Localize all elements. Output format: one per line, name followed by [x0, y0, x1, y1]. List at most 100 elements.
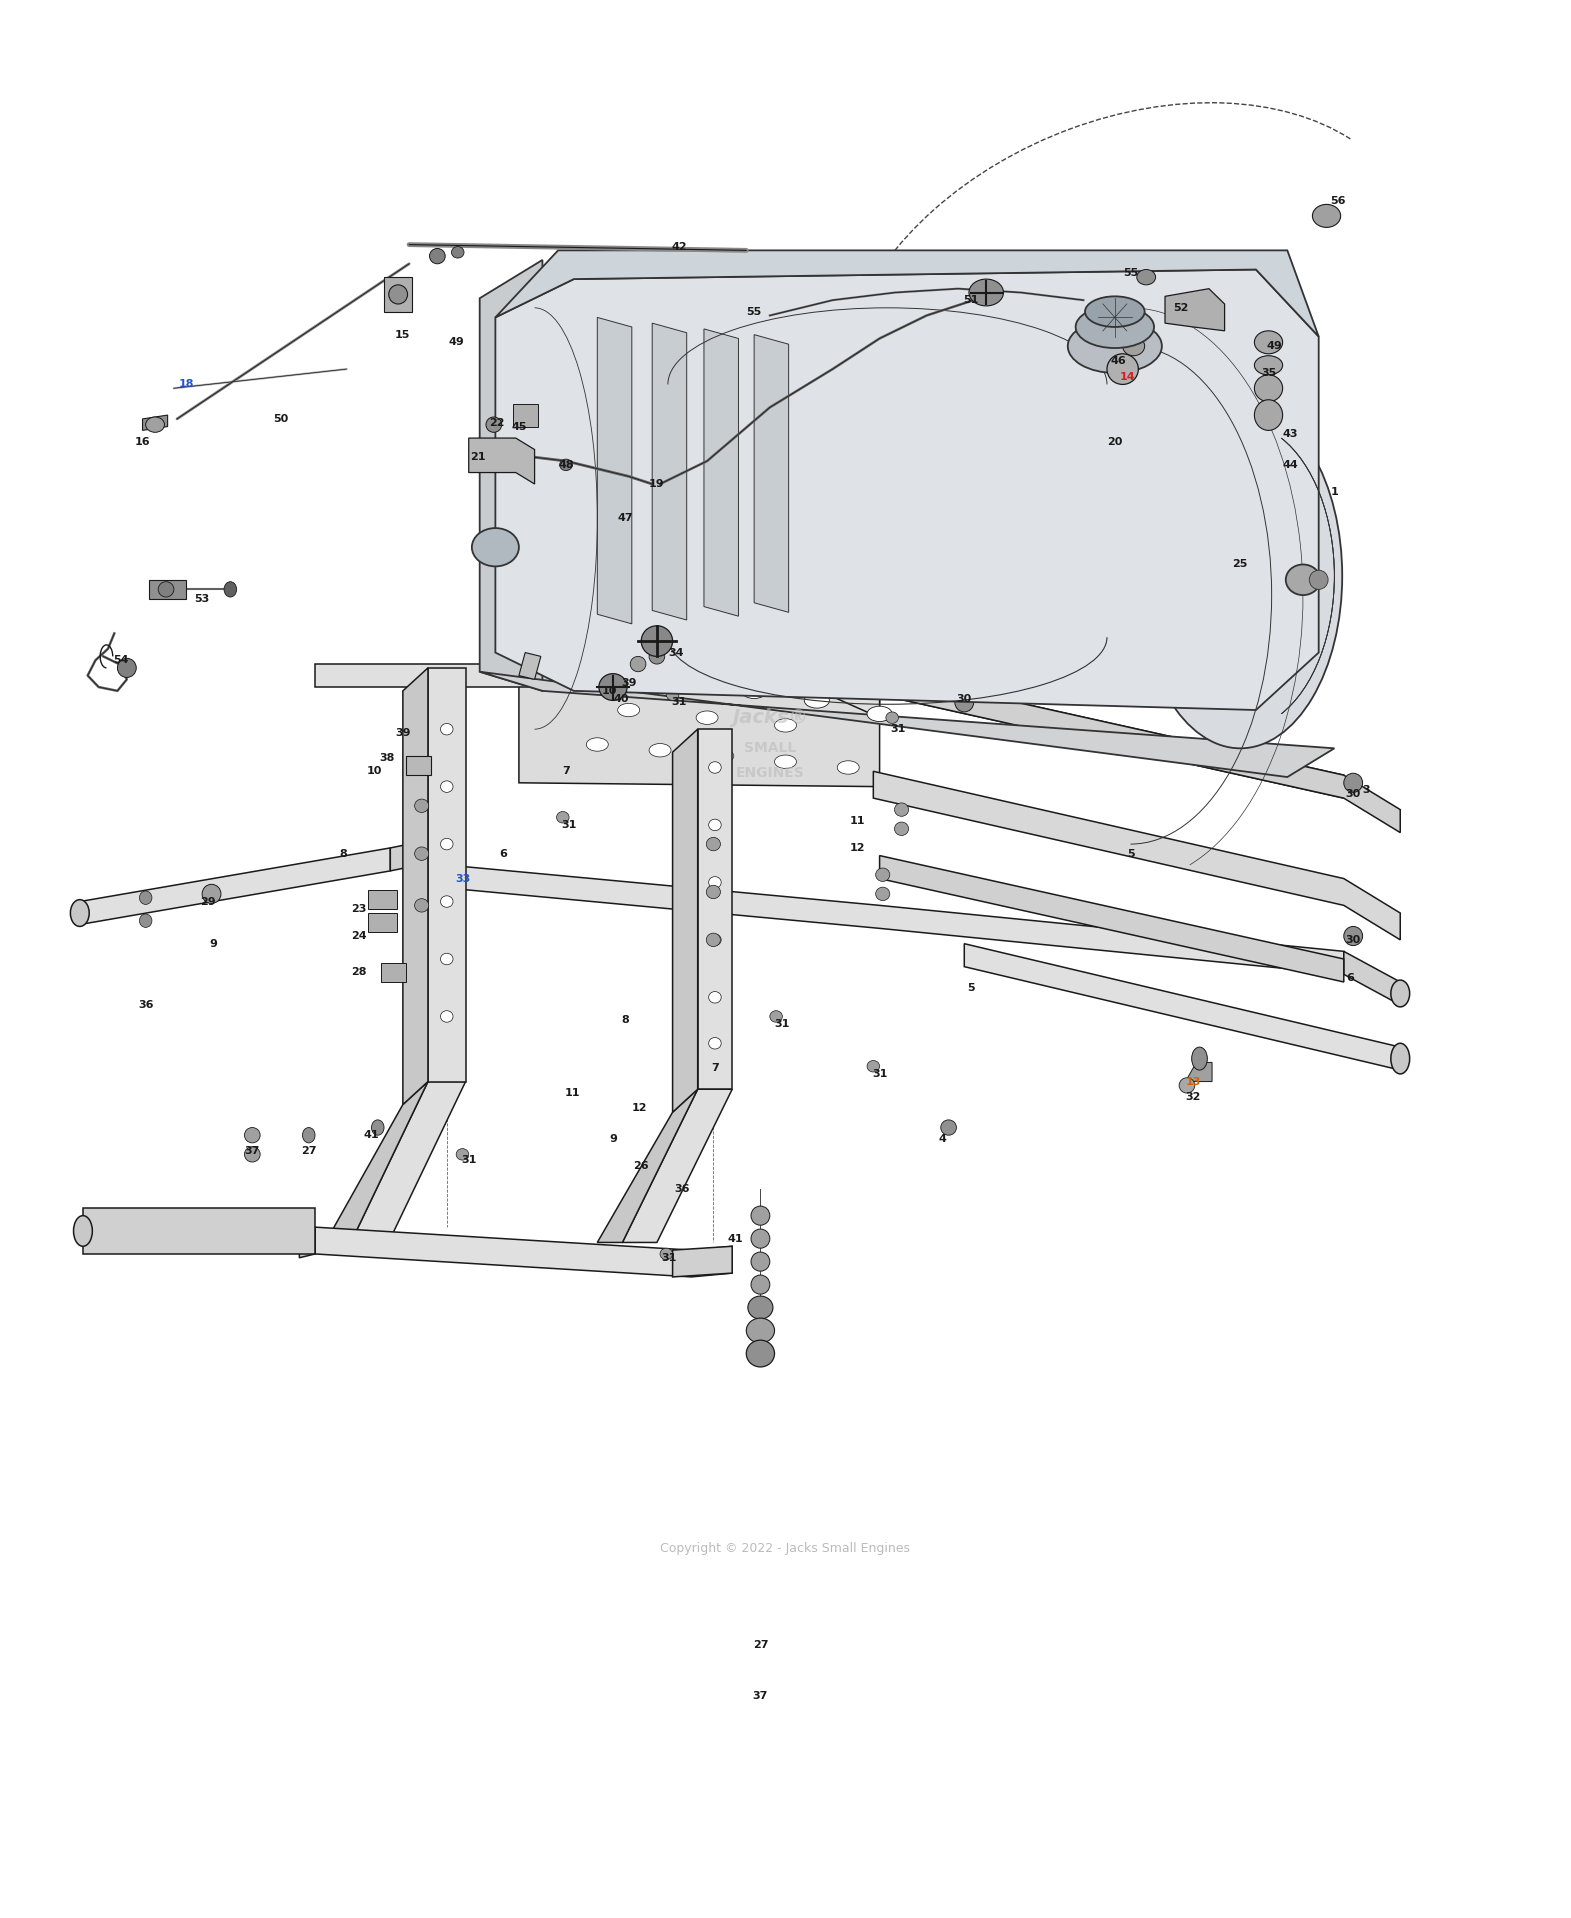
Ellipse shape: [1137, 270, 1156, 286]
Ellipse shape: [159, 581, 174, 596]
Polygon shape: [328, 1082, 427, 1239]
Text: 12: 12: [632, 1103, 647, 1112]
Polygon shape: [427, 667, 465, 1082]
Ellipse shape: [1068, 318, 1163, 372]
Text: 46: 46: [1111, 357, 1126, 366]
Polygon shape: [880, 671, 1400, 832]
Polygon shape: [597, 316, 632, 623]
Polygon shape: [300, 1228, 316, 1258]
Text: 22: 22: [489, 418, 504, 428]
Text: 20: 20: [1108, 437, 1123, 447]
Polygon shape: [380, 963, 405, 982]
Ellipse shape: [770, 1011, 782, 1022]
Text: 45: 45: [511, 422, 526, 432]
Polygon shape: [468, 437, 534, 483]
Ellipse shape: [969, 280, 1004, 305]
Ellipse shape: [837, 761, 859, 775]
Ellipse shape: [1254, 399, 1282, 430]
Ellipse shape: [415, 900, 429, 913]
Ellipse shape: [709, 877, 721, 888]
Ellipse shape: [660, 1249, 672, 1260]
Text: ENGINES: ENGINES: [735, 765, 804, 781]
Text: 53: 53: [195, 595, 211, 604]
Ellipse shape: [630, 656, 646, 671]
Polygon shape: [149, 579, 187, 598]
Text: 11: 11: [850, 815, 866, 827]
Ellipse shape: [559, 458, 572, 470]
Text: 1: 1: [1331, 487, 1338, 497]
Ellipse shape: [485, 416, 501, 432]
Ellipse shape: [775, 719, 796, 733]
Text: 23: 23: [352, 903, 366, 915]
Text: 10: 10: [368, 767, 382, 777]
Ellipse shape: [649, 648, 665, 664]
Text: 31: 31: [671, 698, 687, 708]
Text: 41: 41: [727, 1233, 743, 1243]
Ellipse shape: [751, 1206, 770, 1226]
Polygon shape: [518, 652, 540, 679]
Ellipse shape: [440, 723, 452, 735]
Ellipse shape: [556, 811, 569, 823]
Text: 30: 30: [1346, 790, 1360, 800]
Ellipse shape: [456, 1149, 468, 1160]
Text: 6: 6: [1346, 972, 1354, 984]
Ellipse shape: [415, 800, 429, 813]
Text: 38: 38: [380, 754, 394, 763]
Polygon shape: [479, 671, 1334, 777]
Ellipse shape: [894, 804, 908, 817]
Ellipse shape: [1254, 374, 1282, 401]
Text: 24: 24: [352, 930, 366, 942]
Polygon shape: [873, 771, 1400, 940]
Text: 39: 39: [621, 679, 636, 689]
Ellipse shape: [1108, 353, 1139, 384]
Ellipse shape: [641, 625, 672, 656]
Polygon shape: [512, 403, 537, 426]
Text: 31: 31: [872, 1068, 888, 1080]
Ellipse shape: [1343, 926, 1362, 946]
Polygon shape: [672, 729, 698, 1112]
Ellipse shape: [867, 706, 892, 721]
Polygon shape: [383, 278, 412, 311]
Ellipse shape: [746, 1341, 775, 1368]
Ellipse shape: [712, 750, 734, 763]
Text: 55: 55: [1123, 269, 1137, 278]
Polygon shape: [368, 913, 396, 932]
Polygon shape: [495, 251, 1318, 336]
Text: 30: 30: [957, 694, 972, 704]
Text: Copyright © 2022 - Jacks Small Engines: Copyright © 2022 - Jacks Small Engines: [660, 1542, 911, 1555]
Ellipse shape: [742, 683, 767, 698]
Text: 18: 18: [179, 380, 195, 389]
Text: 5: 5: [966, 982, 974, 994]
Ellipse shape: [1390, 980, 1409, 1007]
Ellipse shape: [804, 692, 829, 708]
Polygon shape: [597, 1089, 698, 1243]
Ellipse shape: [707, 838, 721, 852]
Text: 19: 19: [649, 480, 665, 489]
Ellipse shape: [709, 819, 721, 830]
Ellipse shape: [748, 1297, 773, 1320]
Text: 32: 32: [1186, 1091, 1200, 1103]
Polygon shape: [368, 890, 396, 909]
Ellipse shape: [775, 756, 796, 769]
Ellipse shape: [709, 934, 721, 946]
Polygon shape: [880, 855, 1343, 982]
Ellipse shape: [415, 848, 429, 861]
Ellipse shape: [586, 738, 608, 752]
Text: 30: 30: [1346, 934, 1360, 946]
Ellipse shape: [140, 915, 152, 928]
Polygon shape: [495, 270, 1318, 710]
Ellipse shape: [1180, 1078, 1196, 1093]
Ellipse shape: [679, 675, 704, 690]
Ellipse shape: [429, 249, 445, 265]
Ellipse shape: [875, 888, 889, 901]
Ellipse shape: [1254, 330, 1282, 353]
Ellipse shape: [1139, 403, 1342, 748]
Ellipse shape: [666, 689, 679, 700]
Text: 54: 54: [113, 656, 129, 666]
Text: SMALL: SMALL: [743, 742, 796, 756]
Text: 55: 55: [746, 307, 762, 316]
Text: 27: 27: [753, 1640, 768, 1649]
Ellipse shape: [303, 1128, 316, 1143]
Ellipse shape: [140, 892, 152, 905]
Text: 44: 44: [1282, 460, 1298, 470]
